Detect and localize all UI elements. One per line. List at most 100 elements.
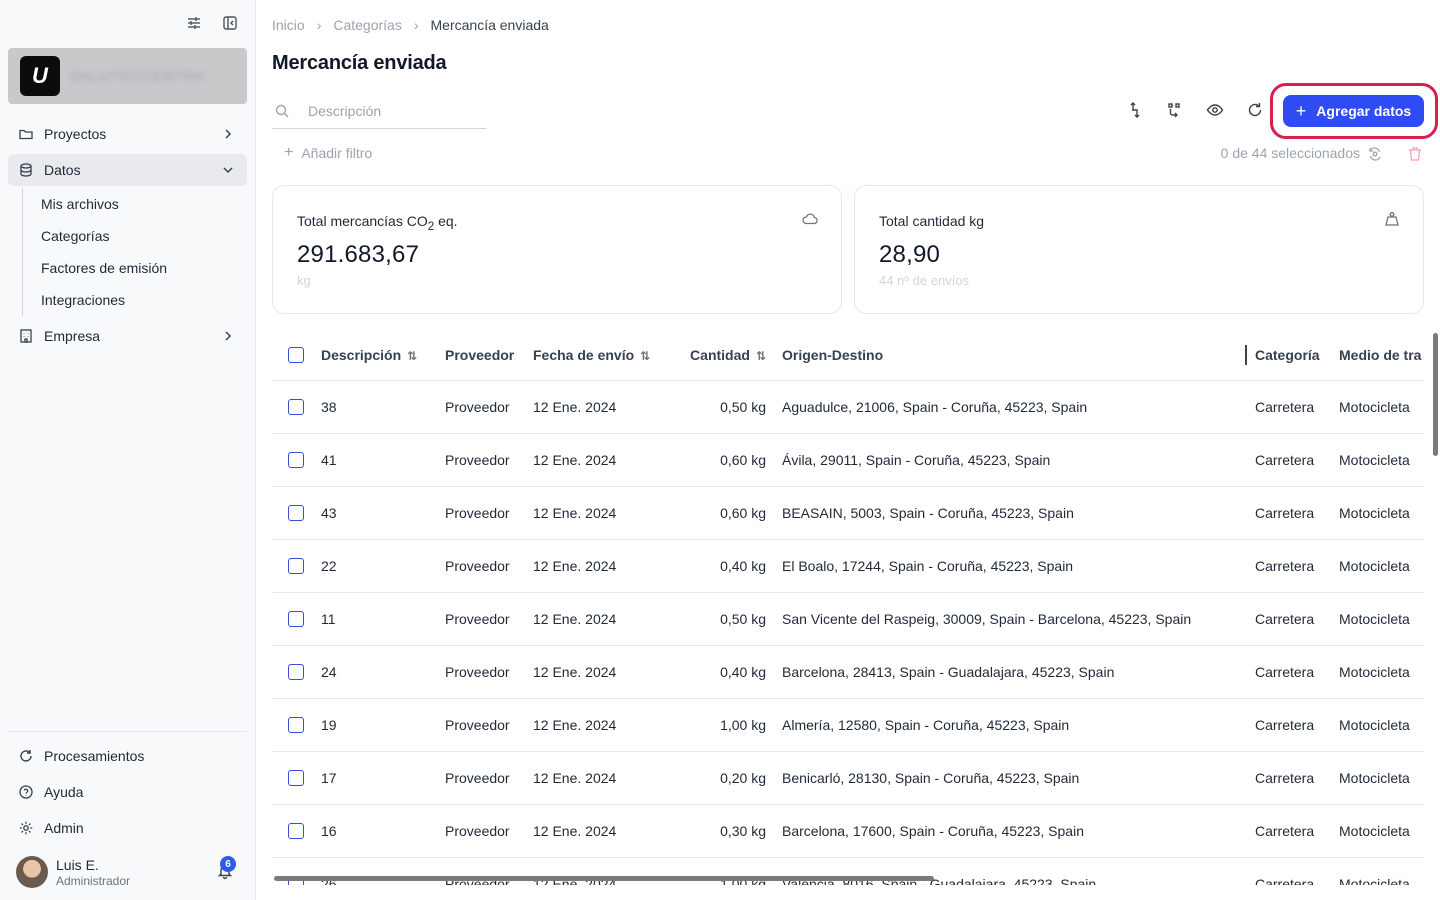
bell-icon[interactable]: 6 <box>216 856 236 880</box>
header-fecha[interactable]: Fecha de envío ⇅ <box>533 330 681 381</box>
add-data-button[interactable]: + Agregar datos <box>1283 95 1424 127</box>
column-resize-handle[interactable] <box>1245 345 1247 365</box>
chevron-right-icon: › <box>413 17 419 33</box>
refresh-icon[interactable] <box>1246 101 1264 119</box>
cell-medio: Motocicleta <box>1339 380 1424 434</box>
search-icon <box>274 103 290 119</box>
row-checkbox[interactable] <box>288 505 304 522</box>
sliders-icon[interactable] <box>185 14 203 32</box>
breadcrumb-home[interactable]: Inicio <box>272 17 305 33</box>
vertical-scrollbar[interactable] <box>1433 333 1438 456</box>
cell-checkbox <box>272 433 321 487</box>
table-row[interactable]: 16 Proveedor 12 Ene. 2024 0,30 kg Barcelona,… <box>272 804 1424 858</box>
cell-cantidad: 0,50 kg <box>681 380 782 434</box>
header-descripcion[interactable]: Descripción ⇅ <box>321 330 445 381</box>
cell-categoria: Carretera <box>1255 380 1339 434</box>
header-medio: Medio de tra <box>1339 330 1424 381</box>
cell-categoria: Carretera <box>1255 592 1339 646</box>
sort-arrows-icon[interactable] <box>1126 101 1144 119</box>
row-checkbox[interactable] <box>288 452 304 469</box>
subnav-item-categorias[interactable]: Categorías <box>41 228 110 244</box>
cell-proveedor: Proveedor <box>445 539 533 593</box>
cell-descripcion: 38 <box>321 380 445 434</box>
breadcrumb-parent[interactable]: Categorías <box>333 17 402 33</box>
sort-icon[interactable]: ⇅ <box>640 348 651 363</box>
cell-categoria: Carretera <box>1255 539 1339 593</box>
add-filter-button[interactable]: + Añadir filtro <box>284 144 372 162</box>
horizontal-scrollbar[interactable] <box>274 876 934 881</box>
cell-proveedor: Proveedor <box>445 486 533 540</box>
subnav-item-mis-archivos[interactable]: Mis archivos <box>41 196 119 212</box>
eye-icon[interactable] <box>1206 101 1224 119</box>
cell-origen: Aguadulce, 21006, Spain - Coruña, 45223,… <box>782 380 1255 434</box>
row-checkbox[interactable] <box>288 558 304 575</box>
cell-fecha: 12 Ene. 2024 <box>533 539 681 593</box>
cell-origen: Barcelona, 28413, Spain - Guadalajara, 4… <box>782 645 1255 699</box>
sort-icon[interactable]: ⇅ <box>755 348 766 363</box>
sidebar-item-empresa[interactable]: Empresa <box>8 320 247 352</box>
user-role: Administrador <box>56 873 131 888</box>
chevron-down-icon <box>221 163 235 177</box>
add-data-label: Agregar datos <box>1316 103 1412 119</box>
cell-categoria: Carretera <box>1255 433 1339 487</box>
cell-cantidad: 0,60 kg <box>681 433 782 487</box>
sidebar-item-label: Empresa <box>44 328 101 344</box>
recalculate-icon[interactable] <box>1366 145 1384 163</box>
sort-icon[interactable]: ⇅ <box>407 348 418 363</box>
cell-cantidad: 0,60 kg <box>681 486 782 540</box>
row-checkbox[interactable] <box>288 823 304 840</box>
sidebar-item-ayuda[interactable]: Ayuda <box>8 776 247 808</box>
table-row[interactable]: 38 Proveedor 12 Ene. 2024 0,50 kg Aguadulce,… <box>272 380 1424 434</box>
row-checkbox[interactable] <box>288 611 304 628</box>
sidebar-item-datos[interactable]: Datos <box>8 154 247 186</box>
folder-icon <box>18 126 34 142</box>
highlight-ring <box>1270 83 1438 139</box>
row-checkbox[interactable] <box>288 717 304 734</box>
chevron-right-icon <box>221 329 235 343</box>
table-row[interactable]: 17 Proveedor 12 Ene. 2024 0,20 kg Benicarló,… <box>272 751 1424 805</box>
table-row[interactable]: 41 Proveedor 12 Ene. 2024 0,60 kg Ávila, 290… <box>272 433 1424 487</box>
sidebar-item-admin[interactable]: Admin <box>8 812 247 844</box>
selection-actions <box>1366 145 1424 163</box>
card-value: 28,90 <box>879 241 941 268</box>
cell-cantidad: 0,20 kg <box>681 751 782 805</box>
subnav-item-factores[interactable]: Factores de emisión <box>41 260 168 276</box>
card-label: Total mercancías CO2 eq. <box>297 213 458 233</box>
cell-descripcion: 17 <box>321 751 445 805</box>
table-row[interactable]: 43 Proveedor 12 Ene. 2024 0,60 kg BEASAIN, 5… <box>272 486 1424 540</box>
table-row[interactable]: 22 Proveedor 12 Ene. 2024 0,40 kg El Boalo, … <box>272 539 1424 593</box>
table-row[interactable]: 19 Proveedor 12 Ene. 2024 1,00 kg Almería, 1… <box>272 698 1424 752</box>
search-input[interactable] <box>308 103 468 119</box>
plus-icon: + <box>1295 101 1307 121</box>
table-row[interactable]: 11 Proveedor 12 Ene. 2024 0,50 kg San Vicent… <box>272 592 1424 646</box>
cell-descripcion: 43 <box>321 486 445 540</box>
group-columns-icon[interactable] <box>1166 101 1184 119</box>
card-label: Total cantidad kg <box>879 213 985 229</box>
row-checkbox[interactable] <box>288 664 304 681</box>
select-all-checkbox[interactable] <box>288 347 304 364</box>
sidebar-item-procesamientos[interactable]: Procesamientos <box>8 740 247 772</box>
main-content: Inicio › Categorías › Mercancía enviada … <box>256 0 1440 900</box>
selection-count: 0 de 44 seleccionados <box>1220 145 1360 161</box>
card-unit: kg <box>297 273 311 288</box>
add-filter-label: Añadir filtro <box>301 145 373 161</box>
table-row[interactable]: 24 Proveedor 12 Ene. 2024 0,40 kg Barcelona,… <box>272 645 1424 699</box>
cell-proveedor: Proveedor <box>445 592 533 646</box>
row-checkbox[interactable] <box>288 770 304 787</box>
user-profile[interactable]: Luis E. Administrador 6 <box>16 856 240 888</box>
row-checkbox[interactable] <box>288 399 304 416</box>
header-categoria: Categoría <box>1255 330 1339 381</box>
cell-categoria: Carretera <box>1255 804 1339 858</box>
collapse-sidebar-icon[interactable] <box>221 14 239 32</box>
cell-medio: Motocicleta <box>1339 539 1424 593</box>
cell-checkbox <box>272 751 321 805</box>
cell-medio: Motocicleta <box>1339 486 1424 540</box>
cell-fecha: 12 Ene. 2024 <box>533 433 681 487</box>
trash-icon[interactable] <box>1406 145 1424 163</box>
subnav-item-integraciones[interactable]: Integraciones <box>41 292 126 308</box>
cloud-icon <box>801 210 819 228</box>
cell-origen: BEASAIN, 5003, Spain - Coruña, 45223, Sp… <box>782 486 1255 540</box>
sidebar-item-proyectos[interactable]: Proyectos <box>8 118 247 150</box>
header-cantidad[interactable]: Cantidad ⇅ <box>681 330 782 381</box>
organization-selector[interactable]: U SALUTECCENTRA <box>8 48 247 104</box>
